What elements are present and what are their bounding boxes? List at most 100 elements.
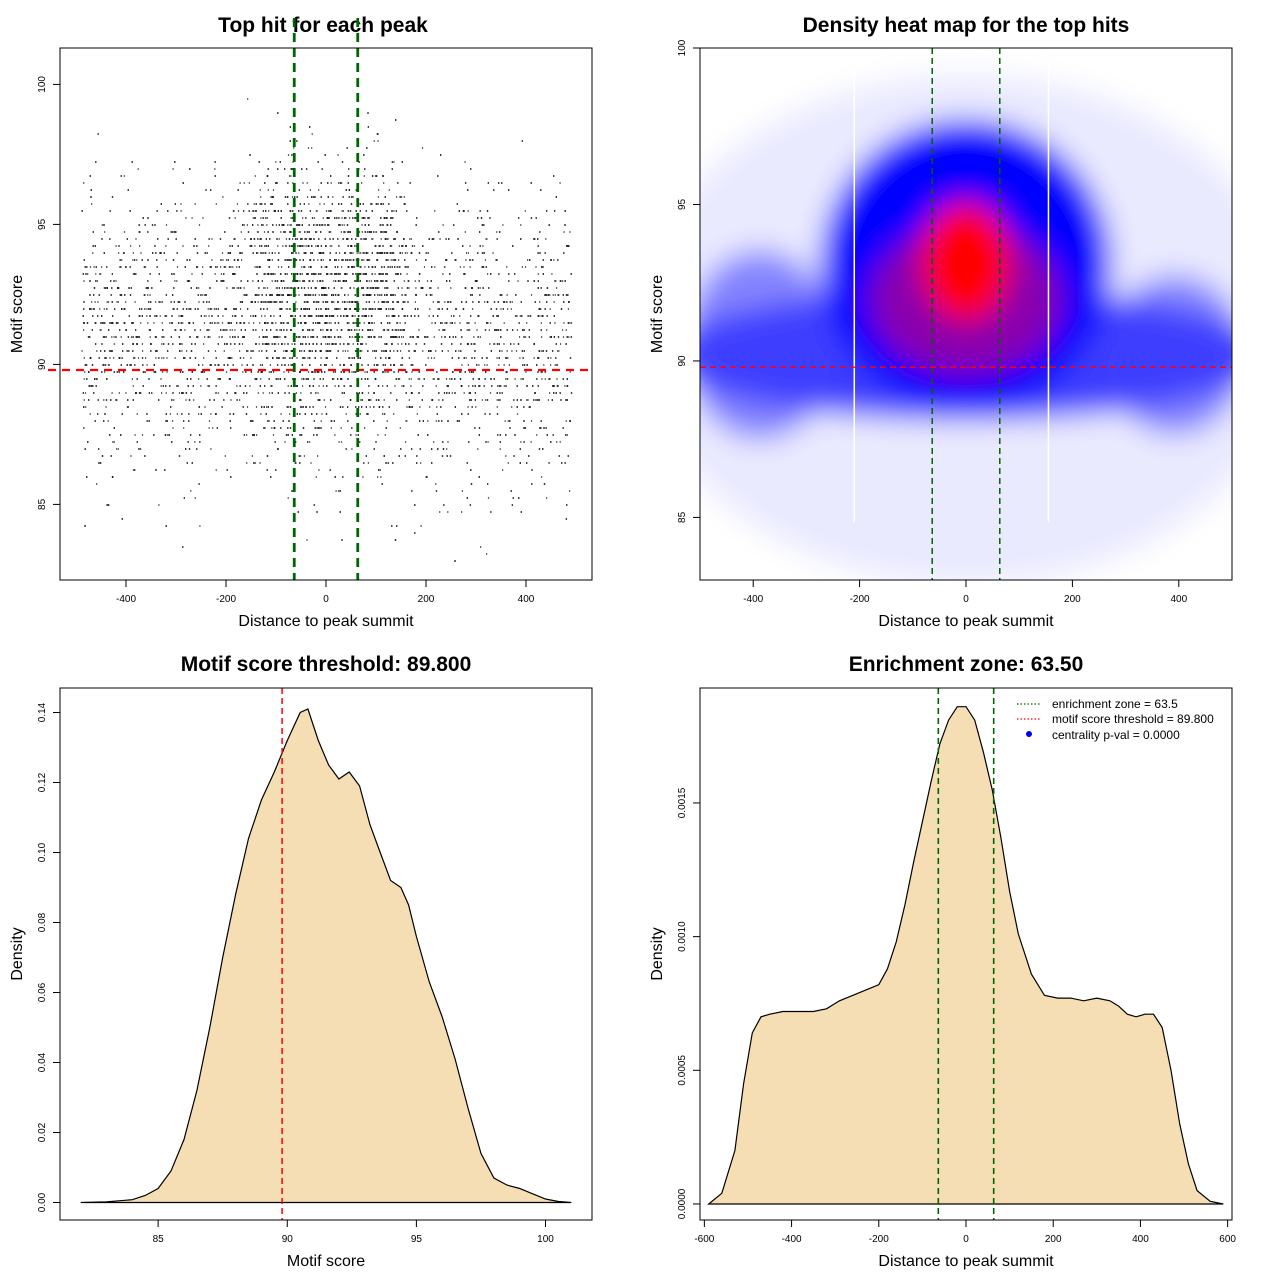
scatter-point (526, 322, 528, 324)
scatter-point (276, 301, 278, 303)
scatter-point (286, 406, 288, 408)
scatter-point (229, 336, 231, 338)
scatter-point (180, 210, 182, 212)
scatter-point (246, 406, 249, 408)
scatter-point (569, 322, 571, 324)
scatter-point (130, 245, 132, 247)
scatter-point (182, 245, 184, 247)
scatter-point (177, 385, 179, 387)
scatter-point (361, 231, 363, 233)
scatter-point (410, 238, 412, 240)
scatter-point (295, 224, 298, 226)
scatter-point (334, 434, 336, 436)
scatter-point (507, 462, 509, 464)
scatter-point (331, 245, 333, 247)
scatter-point (569, 371, 571, 373)
scatter-point (331, 364, 333, 366)
scatter-point (185, 399, 187, 401)
scatter-point (139, 245, 141, 247)
scatter-point (222, 315, 224, 317)
scatter-point (237, 259, 240, 261)
scatter-point (477, 448, 479, 450)
scatter-point (202, 217, 204, 219)
scatter-point (116, 448, 118, 450)
scatter-point (516, 329, 518, 331)
scatter-point (540, 322, 542, 324)
scatter-point (472, 308, 474, 310)
scatter-point (435, 483, 437, 485)
scatter-point (363, 175, 365, 177)
scatter-title: Top hit for each peak (218, 14, 428, 37)
scatter-point (369, 406, 371, 408)
scatter-point (562, 280, 564, 282)
scatter-point (539, 301, 541, 303)
scatter-point (266, 287, 269, 289)
scatter-point (379, 469, 381, 471)
scatter-point (268, 252, 270, 254)
scatter-point (125, 301, 127, 303)
scatter-point (405, 441, 407, 443)
scatter-point (271, 427, 273, 429)
scatter-point (155, 357, 157, 359)
scatter-point (272, 301, 274, 303)
scatter-point (323, 203, 325, 205)
scatter-point (137, 336, 139, 338)
scatter-point (372, 329, 374, 331)
scatter-point (506, 357, 508, 359)
scatter-point (401, 385, 403, 387)
scatter-point (323, 399, 325, 401)
scatter-point (217, 392, 219, 394)
scatter-point (169, 413, 171, 415)
scatter-point (292, 238, 294, 240)
scatter-point (259, 266, 262, 268)
scatter-points (81, 98, 573, 562)
scatter-point (383, 371, 385, 373)
scatter-point (377, 140, 379, 142)
scatter-point (478, 364, 480, 366)
scatter-point (254, 210, 256, 212)
scatter-point (202, 364, 204, 366)
scatter-point (258, 343, 260, 345)
scatter-point (437, 287, 439, 289)
scatter-point (295, 273, 297, 275)
scatter-point (442, 273, 444, 275)
scatter-point (322, 329, 324, 331)
scatter-point (275, 301, 277, 303)
scatter-point (279, 329, 281, 331)
scatter-point (540, 308, 542, 310)
scatter-point (202, 294, 204, 296)
scatter-point (269, 273, 271, 275)
scatter-point (333, 343, 335, 345)
scatter-point (354, 301, 356, 303)
scatter-point (198, 378, 200, 380)
scatter-point (341, 224, 343, 226)
scatter-point (370, 280, 372, 282)
scatter-point (84, 371, 86, 373)
scatter-point (287, 287, 289, 289)
scatter-point (271, 280, 273, 282)
scatter-point (300, 455, 302, 457)
scatter-point (218, 336, 220, 338)
scatter-point (262, 224, 264, 226)
scatter-point (315, 224, 317, 226)
scatter-point (256, 294, 258, 296)
scatter-point (311, 147, 313, 149)
scatter-point (273, 336, 275, 338)
scatter-point (144, 308, 146, 310)
scatter-point (498, 364, 500, 366)
scatter-point (346, 301, 348, 303)
scatter-point (520, 224, 522, 226)
scatter-point (268, 420, 270, 422)
scatter-point (262, 392, 264, 394)
scatter-point (354, 245, 356, 247)
scatter-point (387, 259, 389, 261)
scatter-point (379, 224, 381, 226)
scatter-point (260, 413, 262, 415)
scatter-point (297, 245, 299, 247)
scatter-point (546, 329, 548, 331)
scatter-point (236, 385, 238, 387)
scatter-point (336, 315, 339, 317)
scatter-point (445, 378, 448, 380)
scatter-point (401, 329, 403, 331)
scatter-point (411, 371, 413, 373)
